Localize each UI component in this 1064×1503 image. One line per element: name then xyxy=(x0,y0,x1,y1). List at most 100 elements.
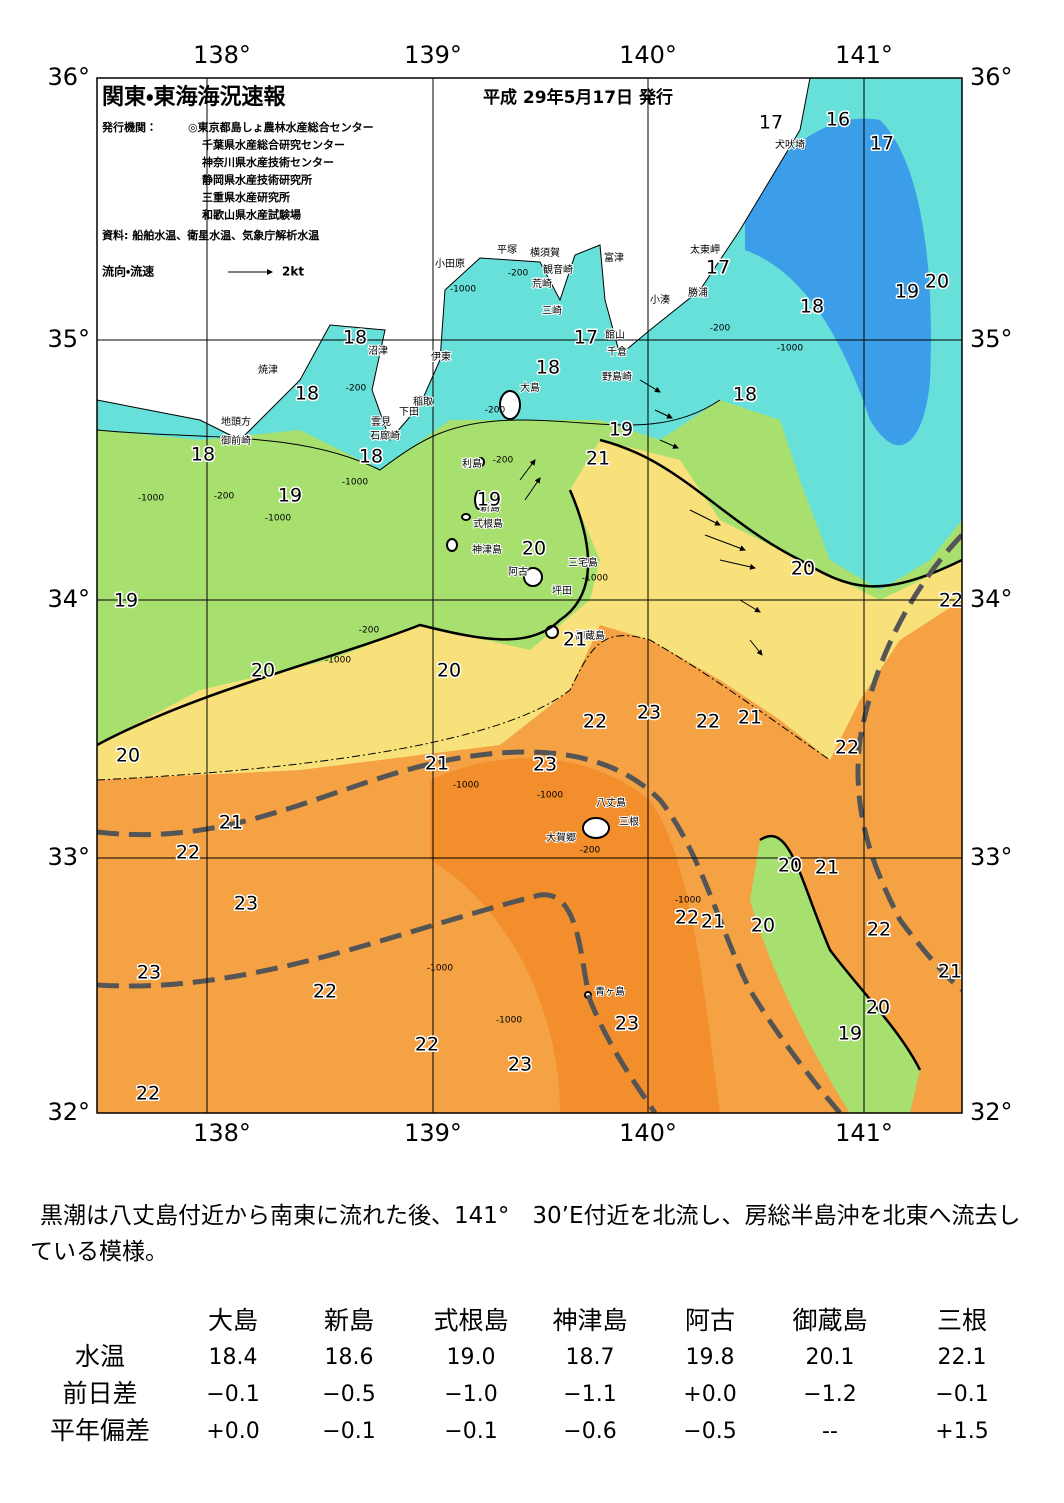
vector xyxy=(704,534,746,552)
summary: 黒潮は八丈島付近から南東に流れた後、141° 30’E付近を北流し、房総半島沖を… xyxy=(30,1203,1021,1265)
issuer: 静岡県水産技術研究所 xyxy=(202,173,312,187)
issuer: 和歌山県水産試験場 xyxy=(202,208,301,222)
isotherm-label: 21 xyxy=(586,448,610,470)
latitude-label: 36° xyxy=(47,63,90,91)
vector xyxy=(749,639,763,656)
place-name: 坪田 xyxy=(552,584,572,597)
kuroshio-line xyxy=(855,533,962,992)
isotherm-label: 18 xyxy=(733,384,757,406)
isotherm-label: 19 xyxy=(838,1023,862,1045)
isotherm-label: 21 xyxy=(738,707,762,729)
island xyxy=(446,538,458,552)
place-name: 小田原 xyxy=(435,258,465,270)
isotherm-label: 23 xyxy=(615,1013,639,1035)
island xyxy=(523,567,543,587)
depth-label: -1000 xyxy=(138,494,164,504)
kuroshio-axis xyxy=(97,533,962,1113)
title: 関東・東海海況速報 xyxy=(102,84,286,110)
table-cell: +1.5 xyxy=(935,1419,988,1444)
depth-label: -1000 xyxy=(777,344,803,354)
table-cell: +0.0 xyxy=(683,1382,736,1407)
issuer: 千葉県水産総合研究センター xyxy=(202,138,345,152)
table-cell: −1.0 xyxy=(444,1382,497,1407)
isotherm xyxy=(97,399,721,471)
isotherm-label: 18 xyxy=(536,357,560,379)
isotherm-label: 18 xyxy=(191,444,215,466)
isotherm-label: 20 xyxy=(925,271,949,293)
latitude-label: 34° xyxy=(47,585,90,613)
place-name: 荒崎 xyxy=(532,277,552,290)
sources: 資料: 船舶水温、衛星水温、気象庁解析水温 xyxy=(102,228,319,242)
place-name: 三宅島 xyxy=(568,556,598,569)
isotherm-label: 22 xyxy=(835,737,859,759)
isotherm-label: 21 xyxy=(938,961,962,983)
table-cell: −0.5 xyxy=(322,1382,375,1407)
isotherm-label: 18 xyxy=(800,296,824,318)
isotherm-label: 23 xyxy=(637,702,661,724)
issuer: 神奈川県水産技術センター xyxy=(201,155,334,169)
vector xyxy=(524,477,541,501)
vector xyxy=(639,379,661,393)
isotherm-label: 20 xyxy=(778,855,802,877)
table-cell: 19.0 xyxy=(447,1345,496,1370)
current-vectors xyxy=(519,379,763,656)
kuroshio-line xyxy=(97,892,658,1113)
depth-label: -1000 xyxy=(427,964,453,974)
depth-label: -1000 xyxy=(675,896,701,906)
isotherm-label: 18 xyxy=(295,383,319,405)
table-cell: −0.6 xyxy=(563,1419,616,1444)
latitude-label: 34° xyxy=(970,585,1013,613)
place-name: 石廊崎 xyxy=(370,429,400,442)
longitude-label: 138° xyxy=(193,1119,251,1147)
place-name: 式根島 xyxy=(473,517,503,530)
place-name: 下田 xyxy=(399,407,419,418)
place-name: 八丈島 xyxy=(596,796,626,809)
place-name: 御蔵島 xyxy=(575,629,605,642)
table-cell: −1.2 xyxy=(803,1382,856,1407)
isotherm-label: 18 xyxy=(359,446,383,468)
row-label: 平年偏差 xyxy=(50,1416,150,1445)
isotherm-label: 22 xyxy=(176,842,200,864)
isotherm-label: 22 xyxy=(415,1034,439,1056)
depth-label: -200 xyxy=(485,406,506,416)
table-cell: +0.0 xyxy=(206,1419,259,1444)
isotherm-label: 20 xyxy=(116,745,140,767)
table-cell: 19.8 xyxy=(686,1345,735,1370)
place-name: 焼津 xyxy=(258,364,278,376)
island xyxy=(499,390,521,420)
isotherm-label: 20 xyxy=(437,660,461,682)
isotherm-label: 20 xyxy=(791,558,815,580)
isotherm-label: 21 xyxy=(701,911,725,933)
place-name: 稲取 xyxy=(413,396,433,408)
depth-label: -1000 xyxy=(325,656,351,666)
isotherm-label: 22 xyxy=(313,981,337,1003)
place-name: 新島 xyxy=(480,501,500,514)
map-frame xyxy=(96,77,963,1114)
isotherm-label: 19 xyxy=(278,485,302,507)
isotherm-label: 19 xyxy=(114,590,138,612)
table-header: 阿古 xyxy=(685,1306,735,1335)
vector xyxy=(659,439,679,449)
depth-label: -1000 xyxy=(537,791,563,801)
isotherm-label: 21 xyxy=(219,812,243,834)
vector xyxy=(689,509,721,526)
row-label: 水温 xyxy=(75,1342,125,1371)
longitude-label: 139° xyxy=(404,1119,462,1147)
table-cell: -- xyxy=(822,1419,838,1444)
place-name: 富津 xyxy=(604,251,624,264)
graticule xyxy=(97,78,962,1113)
depth-label: -200 xyxy=(346,384,367,394)
place-name: 勝浦 xyxy=(688,286,708,299)
isotherm-label: 21 xyxy=(425,753,449,775)
table-cell: −0.1 xyxy=(322,1419,375,1444)
islands xyxy=(446,390,610,999)
isotherm-label: 19 xyxy=(609,419,633,441)
isotherm-label: 20 xyxy=(866,997,890,1019)
latitude-label: 36° xyxy=(970,63,1013,91)
contours xyxy=(97,399,962,1071)
isotherm-label: 22 xyxy=(136,1083,160,1105)
table-cell: 18.7 xyxy=(566,1345,615,1370)
place-name: 神津島 xyxy=(472,543,502,556)
isotherm-label: 23 xyxy=(234,893,258,915)
